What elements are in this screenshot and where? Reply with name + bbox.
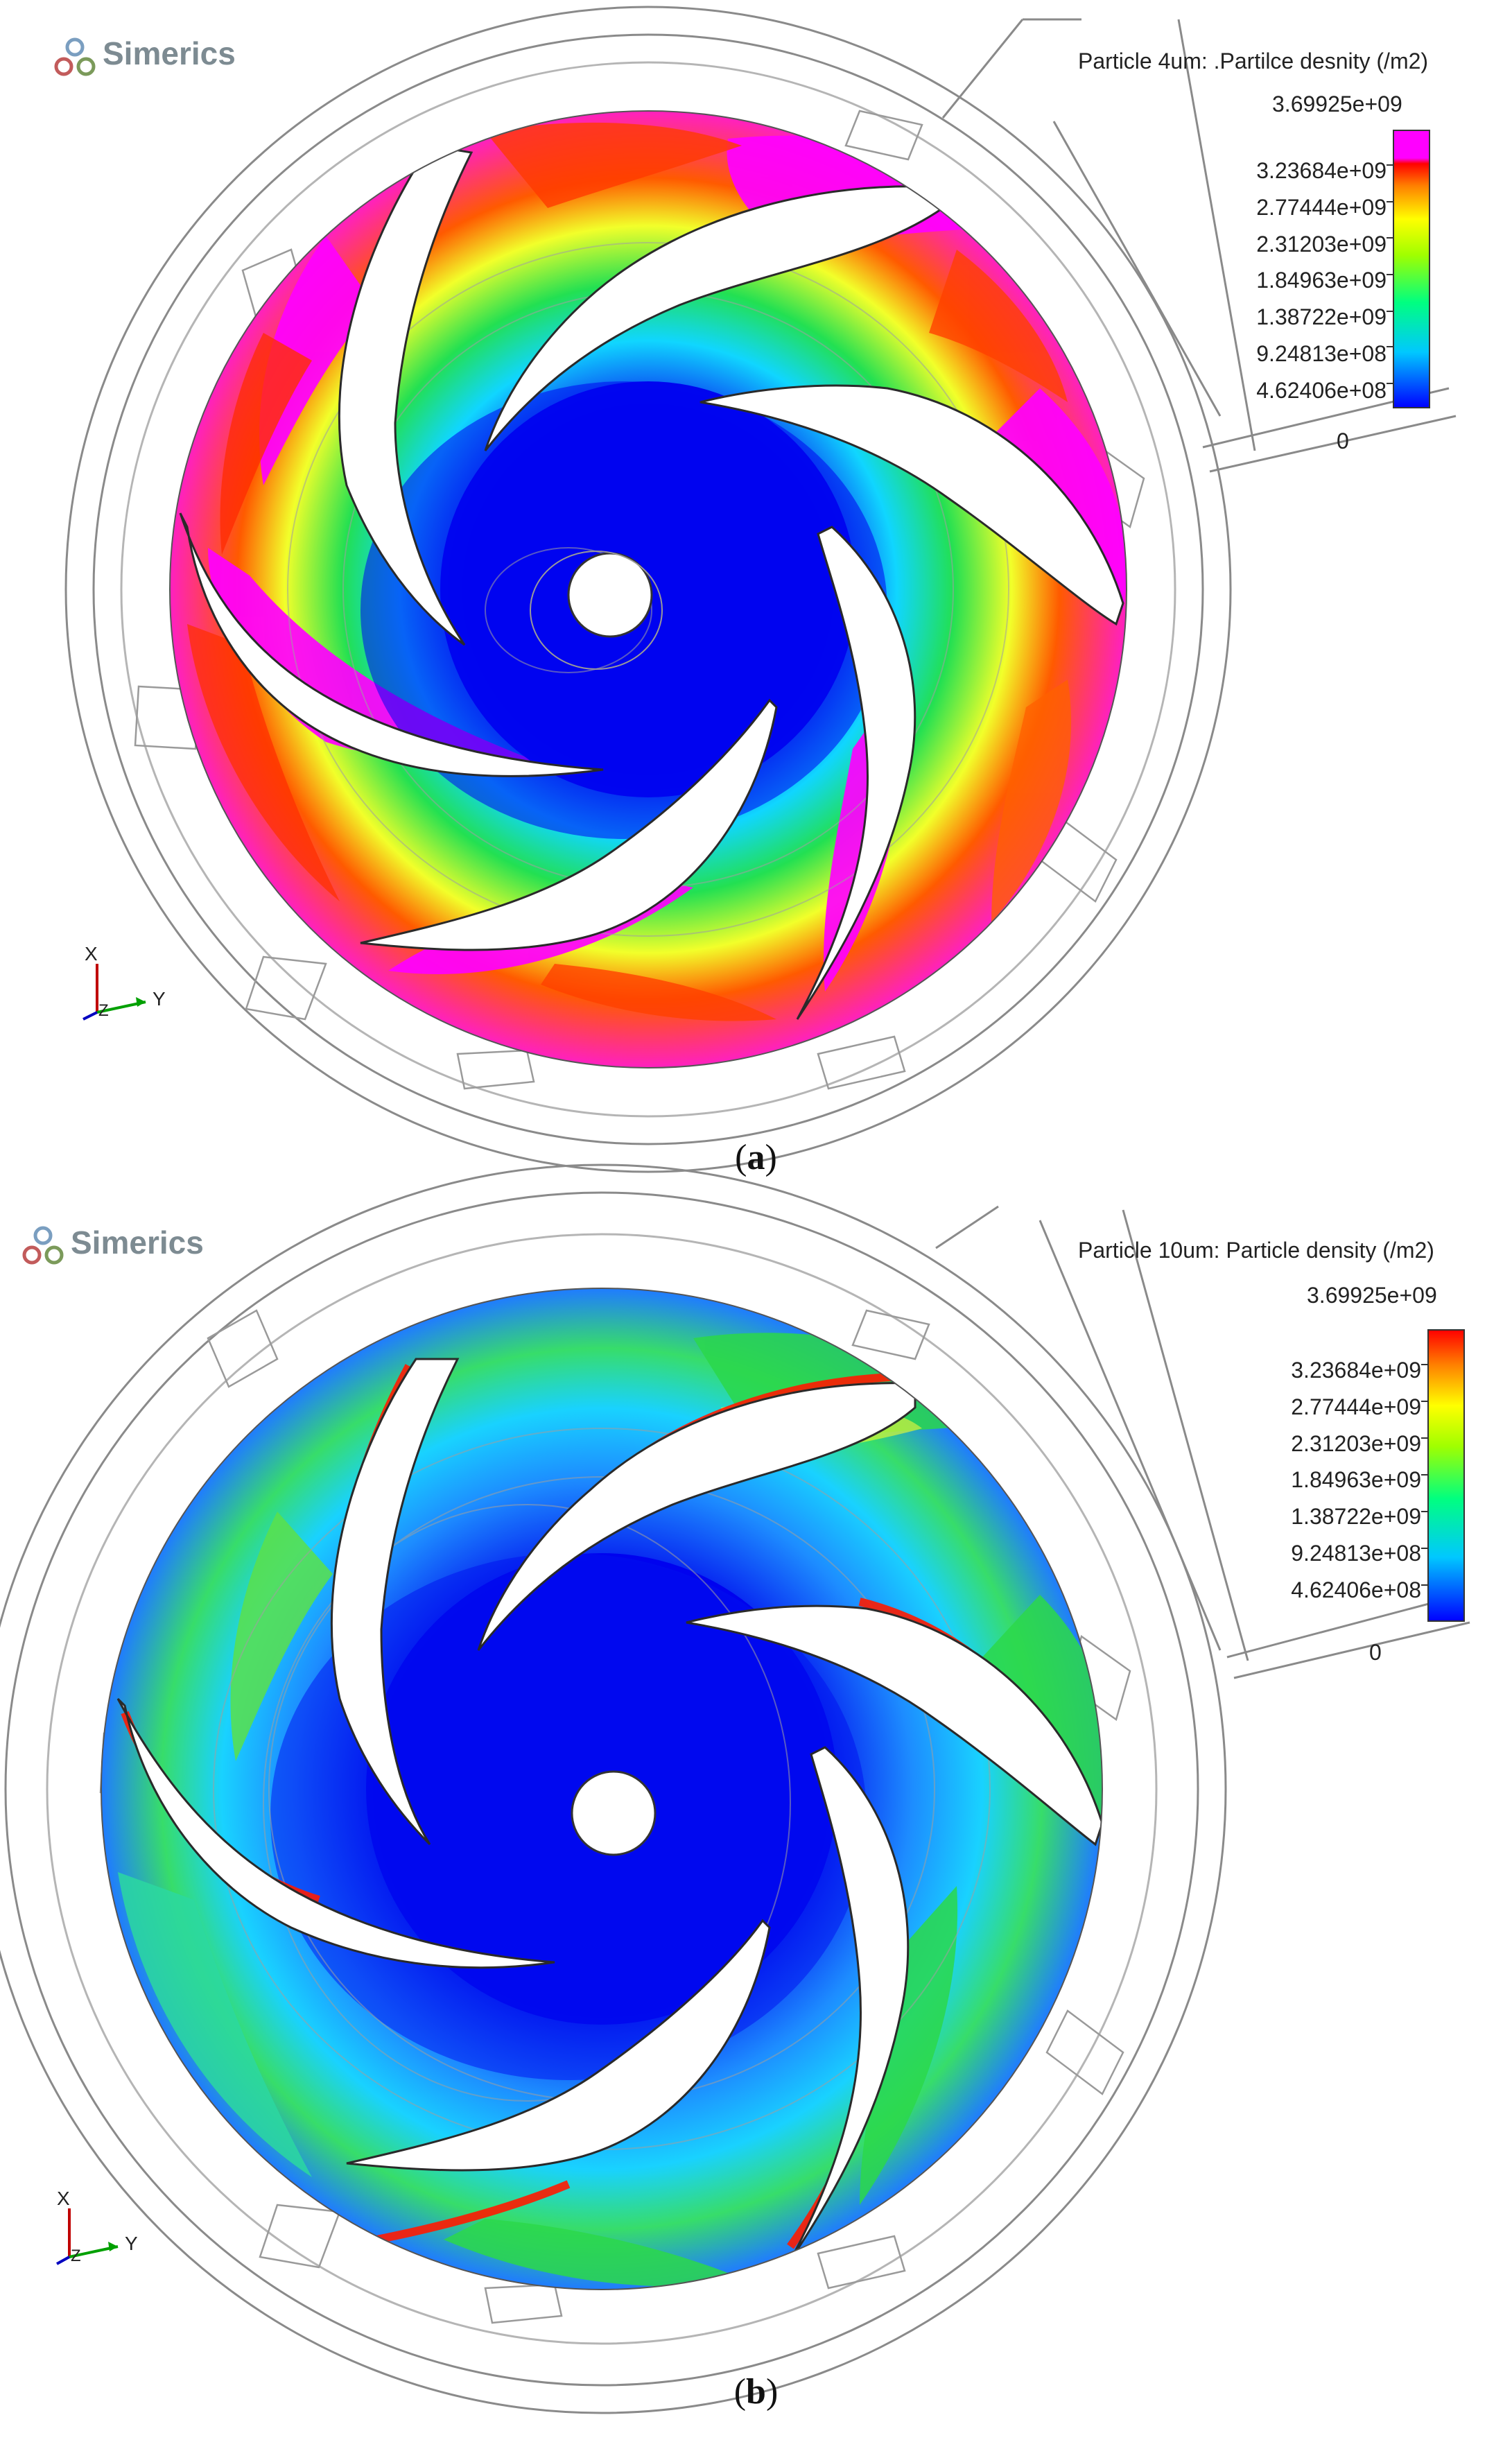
legend-title-b: Particle 10um: Particle density (/m2)	[1078, 1238, 1434, 1263]
legend-title-a: Particle 4um: .Partilce desnity (/m2)	[1078, 49, 1429, 73]
legend-max-a: 3.69925e+09	[1272, 92, 1402, 116]
logo-text-a: Simerics	[103, 35, 236, 71]
caption-letter-b: b	[746, 2372, 766, 2412]
legend-max-b: 3.69925e+09	[1307, 1283, 1437, 1308]
colorbar-a	[1393, 130, 1430, 408]
legend-tick-label: 2.77444e+09	[1256, 194, 1387, 220]
impeller-contour-b	[101, 1288, 1102, 2290]
axis-label-x-a: X	[85, 943, 98, 964]
simerics-logo-icon-b	[22, 1226, 64, 1265]
caption-b: (b)	[733, 2372, 779, 2412]
legend-tick-label: 9.24813e+08	[1256, 340, 1387, 366]
axis-label-y-b: Y	[125, 2233, 138, 2254]
legend-tick-label: 1.84963e+09	[1256, 268, 1387, 293]
legend-labels-b: 3.23684e+09 2.77444e+09 2.31203e+09 1.84…	[1286, 1352, 1421, 1609]
colorbar-b	[1427, 1329, 1465, 1622]
axis-triad-a	[82, 964, 146, 1021]
legend-zero-a: 0	[1337, 429, 1349, 453]
panel-a	[54, 6, 1457, 1173]
hub-hole	[567, 552, 653, 638]
legend-tick-label: 4.62406e+08	[1291, 1577, 1421, 1602]
colorbar-ticks-b	[1421, 1364, 1428, 1586]
casing-outline-b	[0, 1163, 1470, 2414]
axis-label-x-b: X	[57, 2188, 70, 2209]
legend-tick-label: 2.77444e+09	[1291, 1394, 1421, 1419]
casing-outline	[64, 6, 1457, 1173]
legend-tick-label: 2.31203e+09	[1256, 231, 1387, 257]
impeller-blades-b	[116, 1358, 1102, 2261]
legend-tick-label: 4.62406e+08	[1256, 377, 1387, 403]
legend-tick-label: 3.23684e+09	[1291, 1358, 1421, 1383]
simerics-logo-icon-a	[54, 37, 96, 76]
legend-tick-label: 3.23684e+09	[1256, 158, 1387, 183]
impeller-blades	[179, 144, 1124, 1020]
caption-a: (a)	[735, 1138, 777, 1177]
colorbar-ticks-a	[1387, 164, 1393, 384]
panel-b	[0, 1163, 1470, 2414]
legend-tick-label: 1.84963e+09	[1291, 1467, 1421, 1493]
hub-hole-b	[571, 1770, 657, 1856]
legend-tick-label: 1.38722e+09	[1291, 1504, 1421, 1530]
axis-label-z-a: Z	[98, 1001, 109, 1020]
axis-label-z-b: Z	[71, 2247, 81, 2265]
legend-tick-label: 1.38722e+09	[1256, 304, 1387, 330]
axis-triad-b	[56, 2208, 119, 2265]
logo-text-b: Simerics	[71, 1224, 204, 1261]
axis-label-y-a: Y	[153, 988, 166, 1010]
legend-zero-b: 0	[1369, 1640, 1382, 1665]
legend-tick-label: 9.24813e+08	[1291, 1540, 1421, 1566]
legend-labels-a: 3.23684e+09 2.77444e+09 2.31203e+09 1.84…	[1251, 153, 1387, 409]
caption-letter-a: a	[747, 1138, 765, 1177]
impeller-contour	[170, 111, 1127, 1068]
legend-tick-label: 2.31203e+09	[1291, 1430, 1421, 1456]
